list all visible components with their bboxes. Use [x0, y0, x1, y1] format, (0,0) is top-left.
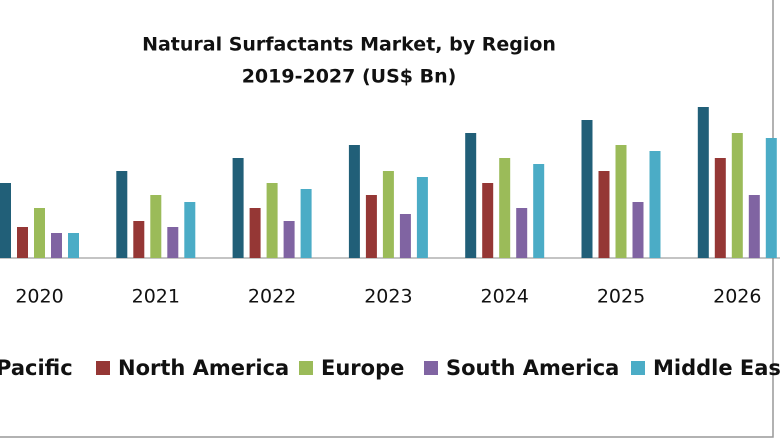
x-tick-label: 2020 — [15, 286, 63, 308]
bar — [399, 214, 411, 258]
bar — [649, 151, 661, 258]
bar — [34, 208, 45, 258]
legend-label: Pacific — [0, 356, 73, 380]
bar — [581, 120, 593, 258]
bar — [249, 208, 261, 258]
bar — [714, 158, 726, 258]
x-tick-label: 2021 — [132, 286, 180, 308]
legend-swatch — [299, 361, 313, 375]
bar — [0, 183, 11, 258]
bar — [533, 164, 545, 258]
bar — [731, 133, 743, 258]
bar — [499, 158, 511, 258]
x-tick-label: 2024 — [481, 286, 529, 308]
bar — [748, 195, 760, 258]
bar — [416, 177, 428, 258]
bar — [51, 233, 62, 258]
bar — [598, 171, 610, 258]
bar — [632, 202, 644, 258]
bar — [184, 202, 196, 258]
bar — [300, 189, 312, 258]
legend-label: Middle Eas — [653, 356, 780, 380]
bar — [516, 208, 528, 258]
x-tick-label: 2023 — [364, 286, 412, 308]
legend-swatch — [631, 361, 645, 375]
x-tick-label: 2022 — [248, 286, 296, 308]
legend-swatch — [96, 361, 110, 375]
bar — [232, 158, 244, 258]
legend-label: Europe — [321, 356, 404, 380]
bar — [697, 107, 709, 258]
bar — [283, 221, 295, 258]
legend-label: North America — [118, 356, 289, 380]
bar — [133, 221, 145, 258]
bar — [482, 183, 494, 258]
bar — [167, 227, 179, 258]
bar — [382, 171, 394, 258]
bar — [68, 233, 79, 258]
chart-title: Natural Surfactants Market, by Region — [142, 34, 556, 56]
bar — [365, 195, 377, 258]
bar — [266, 183, 278, 258]
bar — [17, 227, 28, 258]
bar — [465, 133, 477, 258]
bar — [615, 145, 627, 258]
legend-label: South America — [446, 356, 619, 380]
bar — [116, 171, 128, 258]
x-tick-label: 2025 — [597, 286, 645, 308]
bar — [765, 138, 777, 258]
bar — [150, 195, 162, 258]
legend-swatch — [424, 361, 438, 375]
x-tick-label: 2026 — [713, 286, 761, 308]
chart-subtitle: 2019-2027 (US$ Bn) — [242, 66, 457, 88]
bar — [348, 145, 360, 258]
